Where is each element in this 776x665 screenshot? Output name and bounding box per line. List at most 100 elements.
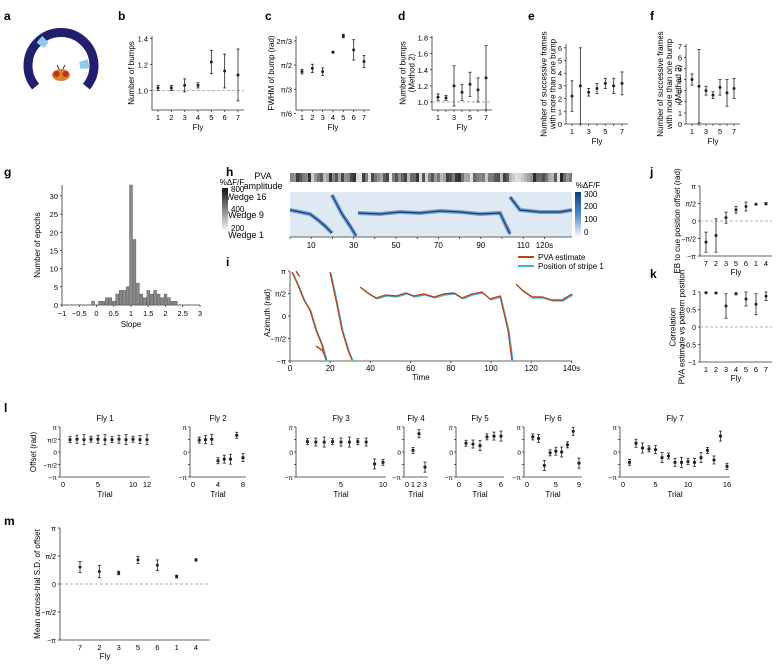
panel-i: Azimuth (rad) PVA estimate Position of s… [263,253,604,382]
f-ylabel: Number of successive frameswith more tha… [656,31,683,136]
k-xtick-label: 3 [724,365,728,374]
c-xlabel: Fly [328,123,339,132]
g-bar [125,286,130,306]
l-trial-point [464,441,468,445]
l-fly-title: Fly 1 [96,414,114,423]
f-fly-2-point [697,84,701,88]
h-pva-cell [431,173,434,182]
k-ytick-label: −1 [688,360,696,367]
c-fly-1-point [300,70,304,74]
k-xlabel: Fly [731,374,742,383]
l-trial-point [542,463,546,468]
k-xtick-label: 4 [734,365,738,374]
k-fly-3-point [724,304,728,308]
h-pva-cell [341,173,344,182]
l-trial-point [660,455,664,460]
h-cbar-right-tick-1: 200 [584,202,598,211]
l-trial-point [485,435,489,439]
k-ytick-label: 0.5 [686,308,696,315]
b-fly-4-point [196,83,200,87]
l-trial-point [89,437,93,441]
panel-letter-b: b [118,9,125,23]
h-cbar-left-tick-0: 800 [231,185,245,194]
e-xtick-label: 1 [570,127,574,136]
g-xtick-label: −1 [58,309,67,318]
g-ytick-label: 0 [54,301,58,310]
i-legend-stripe-swatch [518,265,534,267]
i-xtick-label: 40 [366,364,375,373]
f-ylabel-line: with more than one bump [665,38,674,130]
l-ylabel-line: Offset (rad) [29,432,38,473]
l-trial-point [679,460,684,464]
l-trial-point [241,455,245,460]
i-xtick-label: 20 [326,364,335,373]
h-pva-cell [374,173,377,182]
h-pva-cell [422,173,425,182]
l-trial-point [634,441,638,445]
f-ylabel-line: (Method 2) [674,64,683,103]
l-xlabel: Trial [333,490,348,499]
k-ylabel-line: Correlation [669,307,678,346]
b-xlabel: Fly [193,123,204,132]
h-pva-cell [410,173,413,182]
h-pva-cell [458,173,461,182]
h-cbar-right-title: %ΔF/F [576,181,601,190]
h-xtick-label: 50 [392,241,401,250]
h-cbar-left-tick-1: 400 [231,205,245,214]
h-pva-cell [503,173,506,182]
c-xtick-label: 1 [300,113,304,122]
c-xtick-label: 5 [341,113,345,122]
l-trial-point [417,432,421,436]
arena-cue-right [79,59,90,69]
h-pva-cell [335,173,338,182]
l-fly-panel: Fly 3 π 0 −π 5 10 Trial [285,414,387,499]
g-xlabel: Slope [121,320,142,329]
l-xtick-label: 5 [339,480,343,489]
k-ylabel: CorrelationPVA estimate vs pattern posit… [669,270,687,385]
panel-j: π π/2 0 −π/2 −π 7 2 3 5 6 1 4 Fly EB to cue position … [673,168,772,277]
l-xtick-label: 10 [379,480,387,489]
h-pva-cell [551,173,554,182]
panel-d: 1.0 1.2 1.4 1.6 1.8 1 3 5 7 Fly Number of bumps(Me… [399,34,492,132]
l-xtick-label: 9 [577,480,581,489]
f-ytick-label: 7 [678,42,682,51]
h-pva-cell [452,173,455,182]
i-xtick-label: 100 [484,364,498,373]
panel-g: 0 5 10 15 20 25 30 −1 −0.5 0 0.5 1 1.5 2 2.5 3 Slope Numb… [33,184,202,329]
i-pva-trace [359,286,513,361]
e-ylabel-line: Number of successive frames [540,31,549,136]
l-trial-point [565,443,570,447]
l-trial-point [356,440,360,444]
l-xlabel: Trial [408,490,423,499]
e-ytick-label: 0 [558,120,562,129]
h-pva-cell [473,173,476,182]
f-fly-7-point [732,86,736,90]
h-pva-cell [386,173,389,182]
b-xtick-label: 3 [183,113,187,122]
c-fly-6-point [352,48,356,52]
c-ylabel-line: FWHM of bump (rad) [267,35,276,110]
k-xtick-label: 2 [714,365,718,374]
h-xtick-label: 110 [517,241,530,250]
l-trial-point [314,440,318,444]
l-trial-point [103,438,107,442]
m-ytick-label: π [51,526,56,533]
h-pva-cell [557,173,560,182]
h-xtick-label: 70 [434,241,443,250]
l-xtick-label: 8 [241,480,245,489]
g-bar [143,297,147,306]
e-fly-6-point [612,84,616,88]
l-trial-point [124,438,128,442]
panel-letter-k: k [650,267,657,281]
h-pva-cell [521,173,524,182]
l-xlabel: Trial [97,490,112,499]
l-trial-point [423,465,427,469]
l-ytick-label: 0 [449,450,453,457]
g-ylabel-line: Number of epochs [33,212,42,277]
m-xtick-label: 5 [136,643,140,652]
l-trial-point [203,438,208,442]
h-bump-core [289,209,333,234]
j-xtick-label: 4 [764,259,768,268]
